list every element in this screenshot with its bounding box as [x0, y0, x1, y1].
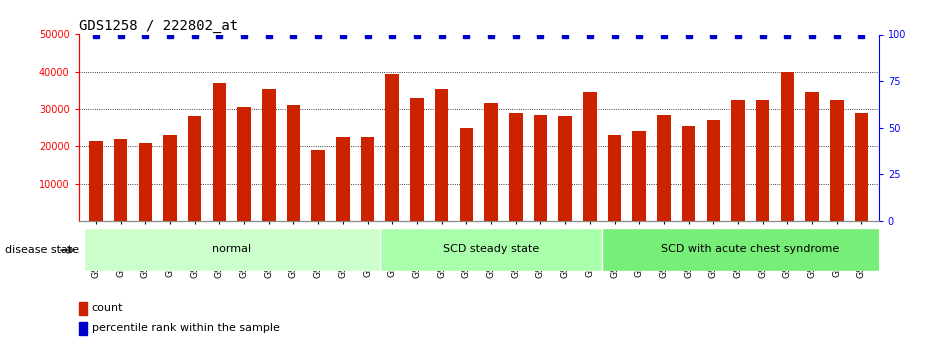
Bar: [83, 228, 380, 271]
Bar: [312, 150, 325, 221]
Bar: [410, 98, 424, 221]
Text: count: count: [92, 303, 123, 313]
Bar: [213, 83, 227, 221]
Bar: [262, 89, 276, 221]
Bar: [114, 139, 128, 221]
Text: disease state: disease state: [5, 245, 79, 255]
Bar: [336, 137, 350, 221]
Text: SCD with acute chest syndrome: SCD with acute chest syndrome: [661, 244, 840, 254]
Bar: [583, 92, 597, 221]
Bar: [682, 126, 696, 221]
Bar: [731, 100, 745, 221]
Bar: [386, 73, 399, 221]
Bar: [163, 135, 177, 221]
Text: normal: normal: [212, 244, 252, 254]
Bar: [380, 228, 602, 271]
Bar: [830, 100, 844, 221]
Text: SCD steady state: SCD steady state: [443, 244, 539, 254]
Bar: [707, 120, 720, 221]
Bar: [361, 137, 375, 221]
Bar: [633, 131, 646, 221]
Bar: [89, 141, 103, 221]
Bar: [608, 135, 622, 221]
Bar: [657, 115, 671, 221]
Bar: [559, 117, 572, 221]
Text: percentile rank within the sample: percentile rank within the sample: [92, 323, 279, 333]
Bar: [602, 228, 898, 271]
Bar: [534, 115, 548, 221]
Bar: [806, 92, 819, 221]
Bar: [79, 302, 87, 315]
Bar: [460, 128, 473, 221]
Bar: [435, 89, 449, 221]
Bar: [238, 107, 251, 221]
Bar: [139, 142, 152, 221]
Bar: [509, 113, 523, 221]
Bar: [781, 72, 795, 221]
Bar: [855, 113, 869, 221]
Bar: [188, 117, 202, 221]
Bar: [485, 104, 498, 221]
Bar: [756, 100, 770, 221]
Bar: [79, 322, 87, 335]
Text: GDS1258 / 222802_at: GDS1258 / 222802_at: [79, 19, 238, 33]
Bar: [287, 105, 301, 221]
